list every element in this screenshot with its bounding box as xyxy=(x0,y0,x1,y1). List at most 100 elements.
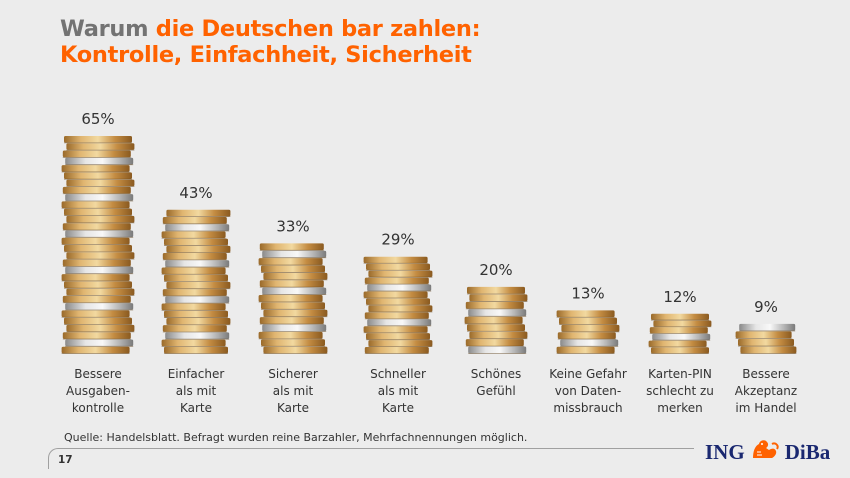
coin xyxy=(469,331,528,339)
coin xyxy=(64,136,132,143)
coin xyxy=(651,313,709,320)
category-label-line: Karte xyxy=(179,401,213,415)
coin xyxy=(165,260,230,267)
coin xyxy=(561,324,620,332)
bar-coin-stack xyxy=(735,323,797,355)
coin xyxy=(64,245,132,252)
coin xyxy=(263,272,328,280)
coin xyxy=(161,339,226,347)
coin xyxy=(62,150,131,158)
coin xyxy=(62,332,131,339)
category-label: Sicherer als mit Karte xyxy=(243,366,343,417)
coin xyxy=(261,302,325,310)
coin xyxy=(61,310,130,318)
coin xyxy=(364,312,429,319)
coin xyxy=(65,339,134,347)
category-label-line: Schneller xyxy=(370,367,426,381)
logo-text-diba: DiBa xyxy=(784,439,831,464)
coin xyxy=(161,303,226,311)
value-label: 43% xyxy=(179,184,212,202)
bar-coin-stack xyxy=(258,243,328,355)
coin xyxy=(162,253,227,260)
coin xyxy=(161,231,226,239)
coin xyxy=(465,301,524,309)
bar-coin-stack xyxy=(161,209,231,355)
coin xyxy=(62,186,131,194)
coin xyxy=(560,339,619,347)
bar-coin-stack xyxy=(648,313,712,355)
bar-coin-stack xyxy=(61,136,135,355)
coin xyxy=(62,295,131,303)
coin-stack-chart: 65% 43% 33% 29% 20% 13% 12% 9% xyxy=(61,110,797,355)
coin xyxy=(363,256,428,264)
coin xyxy=(164,274,228,282)
bar-coin-stack xyxy=(464,286,528,355)
coin xyxy=(467,286,525,294)
coin xyxy=(648,340,707,347)
coin xyxy=(259,317,324,324)
coin xyxy=(166,209,231,217)
category-label: Bessere Akzeptanz im Handel xyxy=(716,366,816,417)
coin xyxy=(465,339,524,346)
coin xyxy=(165,224,230,231)
coin xyxy=(66,143,135,150)
coin xyxy=(258,331,323,339)
coin xyxy=(165,332,230,339)
coin xyxy=(65,266,134,274)
coin xyxy=(262,324,327,332)
coin xyxy=(61,237,130,245)
title-part-orange: die Deutschen bar zahlen: xyxy=(148,16,481,42)
category-label-line: als mit xyxy=(272,384,314,398)
coin xyxy=(651,347,709,354)
title-part-grey: Warum xyxy=(60,16,149,42)
coin xyxy=(469,294,528,302)
category-label: Keine Gefahr von Daten-missbrauch xyxy=(538,366,638,417)
coin xyxy=(468,309,527,317)
category-label-line: Bessere xyxy=(74,367,122,381)
category-label: Einfacher als mit Karte xyxy=(146,366,246,417)
category-label-line: als mit xyxy=(377,384,419,398)
coin xyxy=(653,320,712,327)
coin xyxy=(557,332,616,339)
coin xyxy=(652,333,711,340)
category-label-line: kontrolle xyxy=(71,401,125,415)
coin xyxy=(261,265,325,273)
category-label-line: Keine Gefahr xyxy=(549,367,627,381)
coin xyxy=(66,324,135,332)
coin xyxy=(262,250,327,258)
coin xyxy=(66,179,135,187)
coin xyxy=(64,317,132,325)
category-label-line: schlecht zu xyxy=(646,384,714,398)
coin xyxy=(262,287,327,295)
category-label-line: Ausgaben- xyxy=(66,384,130,398)
category-label-line: Einfacher xyxy=(167,367,225,381)
coin xyxy=(164,310,228,318)
coin xyxy=(364,347,429,354)
coin xyxy=(161,267,226,275)
coin xyxy=(464,316,523,324)
coin xyxy=(61,274,130,281)
coin xyxy=(740,346,797,354)
coin xyxy=(649,327,708,334)
category-label-line: Karte xyxy=(276,401,310,415)
coin xyxy=(62,223,131,230)
coin xyxy=(738,338,794,346)
category-label-line: Bessere xyxy=(742,367,790,381)
page-title: Warum die Deutschen bar zahlen: Kontroll… xyxy=(60,16,481,68)
coin xyxy=(366,298,430,305)
coin xyxy=(366,263,430,271)
page-number: 17 xyxy=(58,454,73,466)
category-label: Schönes Gefühl xyxy=(446,366,546,400)
coin xyxy=(164,238,228,246)
coin xyxy=(61,346,130,354)
coin xyxy=(739,323,796,331)
coin xyxy=(258,258,323,265)
coin xyxy=(363,291,428,298)
category-label-line: Karte xyxy=(381,401,415,415)
category-label-line: im Handel xyxy=(735,401,797,415)
category-label-line: Akzeptanz xyxy=(734,384,798,398)
coin xyxy=(367,284,432,291)
value-labels-group: 65% 43% 33% 29% 20% 13% 12% 9% xyxy=(81,110,778,316)
value-label: 33% xyxy=(276,217,309,235)
coin xyxy=(164,346,228,354)
